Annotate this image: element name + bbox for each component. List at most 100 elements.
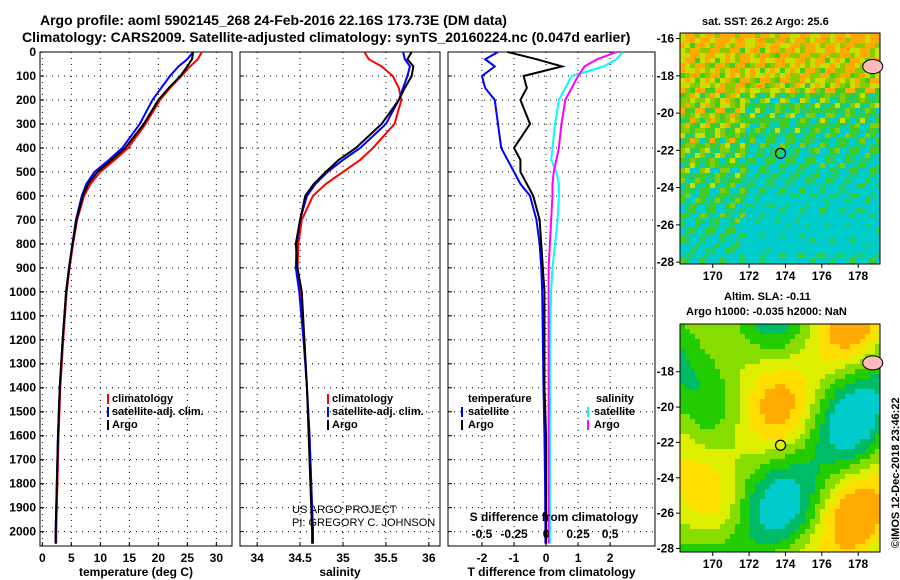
map-cell [815, 188, 820, 193]
map-cell [830, 48, 835, 53]
map-cell [720, 88, 725, 93]
map-cell [710, 514, 715, 519]
map-cell [740, 113, 745, 118]
map-cell [785, 58, 790, 63]
map-cell [715, 369, 720, 374]
map-cell [685, 374, 690, 379]
map-cell [835, 344, 840, 349]
map-cell [795, 439, 800, 444]
map-cell [695, 429, 700, 434]
map-cell [835, 253, 840, 258]
map-cell [750, 339, 755, 344]
map-cell [775, 98, 780, 103]
map-cell [735, 118, 740, 123]
map-cell [875, 439, 880, 444]
map-cell [725, 188, 730, 193]
map-cell [720, 474, 725, 479]
map-cell [865, 178, 870, 183]
map-cell [825, 439, 830, 444]
map-cell [700, 123, 705, 128]
map-cell [690, 38, 695, 43]
map-cell [835, 143, 840, 148]
map-cell [695, 188, 700, 193]
map-cell [755, 183, 760, 188]
map-cell [795, 253, 800, 258]
map-cell [765, 223, 770, 228]
map-cell [715, 419, 720, 424]
map-cell [810, 399, 815, 404]
map-cell [745, 108, 750, 113]
map-cell [790, 248, 795, 253]
map-cell [840, 389, 845, 394]
map-cell [765, 439, 770, 444]
map-cell [830, 494, 835, 499]
map-cell [790, 439, 795, 444]
map-cell [850, 188, 855, 193]
map-cell [710, 484, 715, 489]
map-cell [780, 133, 785, 138]
map-cell [765, 158, 770, 163]
map-cell [860, 429, 865, 434]
map-cell [730, 213, 735, 218]
map-cell [750, 238, 755, 243]
map-cell [735, 68, 740, 73]
map-cell [805, 419, 810, 424]
map-cell [700, 93, 705, 98]
map-cell [750, 504, 755, 509]
map-cell [810, 103, 815, 108]
map-cell [775, 444, 780, 449]
map-cell [850, 63, 855, 68]
map-cell [800, 439, 805, 444]
map-cell [730, 394, 735, 399]
map-cell [860, 544, 865, 549]
map-cell [775, 509, 780, 514]
map-cell [860, 504, 865, 509]
map-cell [825, 449, 830, 454]
map-cell [850, 148, 855, 153]
map-cell [825, 68, 830, 73]
map-cell [770, 339, 775, 344]
map-cell [780, 153, 785, 158]
map-cell [765, 374, 770, 379]
map-cell [750, 68, 755, 73]
map-cell [855, 434, 860, 439]
map-cell [720, 354, 725, 359]
map-cell [680, 83, 685, 88]
map-cell [770, 364, 775, 369]
map-cell [755, 148, 760, 153]
map-cell [780, 409, 785, 414]
map-cell [865, 379, 870, 384]
map-cell [860, 73, 865, 78]
map-cell [700, 198, 705, 203]
map-cell [750, 434, 755, 439]
map-cell [780, 364, 785, 369]
map-cell [785, 544, 790, 549]
map-cell [700, 188, 705, 193]
map-cell [820, 494, 825, 499]
map-cell [775, 33, 780, 38]
map-cell [785, 459, 790, 464]
map-cell [715, 258, 720, 263]
map-cell [810, 208, 815, 213]
map-cell [710, 414, 715, 419]
map-cell [785, 444, 790, 449]
map-cell [740, 213, 745, 218]
map-cell [770, 509, 775, 514]
map-cell [845, 454, 850, 459]
map-cell [815, 203, 820, 208]
map-cell [690, 128, 695, 133]
map-cell [820, 509, 825, 514]
map-cell [690, 53, 695, 58]
map-cell [700, 83, 705, 88]
map-cell [845, 464, 850, 469]
map-cell [785, 394, 790, 399]
map-cell [745, 123, 750, 128]
y-tick-label: 2000 [9, 525, 36, 539]
map-cell [710, 439, 715, 444]
map-cell [730, 509, 735, 514]
map-cell [795, 514, 800, 519]
map-cell [850, 539, 855, 544]
map-cell [740, 324, 745, 329]
map-cell [795, 163, 800, 168]
map-cell [760, 213, 765, 218]
